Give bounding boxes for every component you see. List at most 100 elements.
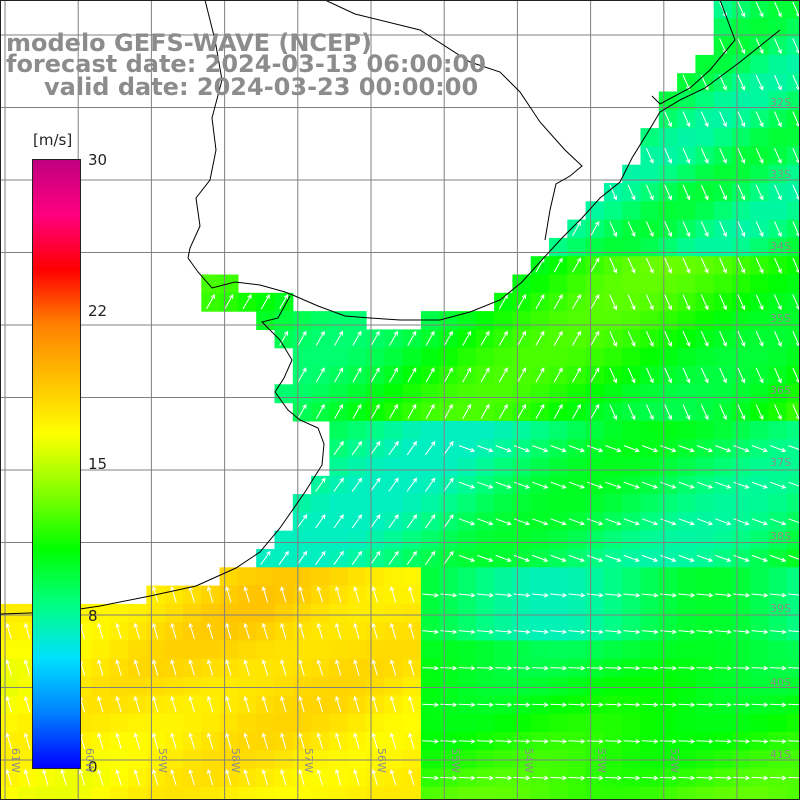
wind-arrow [623,592,641,598]
wind-arrow [23,659,31,676]
wind-cell [786,347,800,367]
wind-arrow [225,659,232,676]
lon-label-61w: 61W [9,748,22,773]
wind-arrow [513,445,531,453]
wind-arrow [440,629,458,635]
lat-label-38s: 38S [770,530,791,543]
wind-cell [603,640,623,660]
wind-cell [567,603,587,623]
wind-cell [549,786,568,800]
wind-arrow [788,776,800,779]
wind-cell [420,530,440,550]
wind-cell [567,786,587,800]
wind-arrow [641,445,659,453]
wind-cell [677,567,696,587]
wind-cell [603,420,623,440]
wind-cell [567,567,587,587]
wind-arrow [513,665,531,671]
wind-arrow [774,257,782,274]
wind-cell [274,713,294,733]
wind-cell [329,713,349,733]
wind-arrow [682,330,691,347]
wind-cell [183,603,202,623]
wind-arrow [440,775,458,781]
wind-arrow [774,330,782,347]
wind-arrow [335,769,342,786]
wind-arrow [605,739,623,744]
colorbar-label-0: 0 [88,758,98,776]
wind-arrow [389,330,398,346]
wind-cell [274,567,294,587]
wind-cell [750,128,770,147]
wind-arrow [297,330,307,346]
wind-arrow [458,592,476,598]
wind-arrow [370,477,381,492]
wind-cell [475,384,495,404]
wind-arrow [700,221,709,238]
wind-cell [585,603,605,623]
wind-arrow [623,702,641,708]
wind-cell [311,713,330,733]
wind-cell [658,384,678,404]
wind-cell [494,347,513,367]
wind-arrow [696,445,714,453]
wind-cell [457,713,477,733]
wind-cell [658,786,678,800]
wind-cell [768,18,788,38]
wind-arrow [774,221,782,238]
wind-cell [530,567,550,587]
wind-arrow [788,554,800,562]
wind-arrow [659,629,677,635]
wind-cell [567,677,587,696]
wind-cell [311,640,330,660]
wind-cell [603,311,623,330]
wind-cell [677,603,696,623]
wind-cell [402,494,422,513]
wind-arrow [627,221,636,238]
wind-arrow [115,695,122,713]
wind-cell [713,494,733,513]
wind-arrow [97,695,104,713]
wind-arrow [660,518,677,526]
wind-arrow [298,586,305,603]
wind-arrow [605,629,623,635]
wind-cell [237,677,257,696]
wind-cell [695,201,715,221]
wind-arrow [678,629,696,635]
wind-arrow [458,629,476,635]
wind-cell [713,164,733,184]
wind-cell [347,640,367,660]
wind-arrow [678,592,696,598]
wind-arrow [696,518,714,526]
wind-arrow [170,769,177,786]
wind-cell [786,567,800,587]
wind-cell [36,786,56,800]
wind-arrow [572,330,581,346]
wind-cell [768,54,788,74]
wind-arrow [769,702,787,708]
wind-arrow [517,367,527,383]
wind-cell [768,91,788,111]
wind-cell [677,420,696,440]
wind-arrow [714,775,732,781]
wind-arrow [755,1,764,18]
wind-cell [0,640,19,660]
wind-cell [146,603,166,623]
wind-arrow [170,695,177,713]
wind-arrow [641,481,659,489]
wind-arrow [645,330,654,347]
wind-arrow [715,518,732,526]
wind-cell [713,347,733,367]
wind-arrow [715,445,732,453]
wind-cell [347,603,367,623]
wind-arrow [609,404,618,421]
wind-cell [658,603,678,623]
wind-cell [585,677,605,696]
wind-cell [457,457,477,477]
wind-cell [585,640,605,660]
wind-arrow [700,294,709,311]
wind-cell [384,603,404,623]
wind-cell [713,640,733,660]
wind-arrow [774,111,782,128]
wind-arrow [408,659,415,676]
